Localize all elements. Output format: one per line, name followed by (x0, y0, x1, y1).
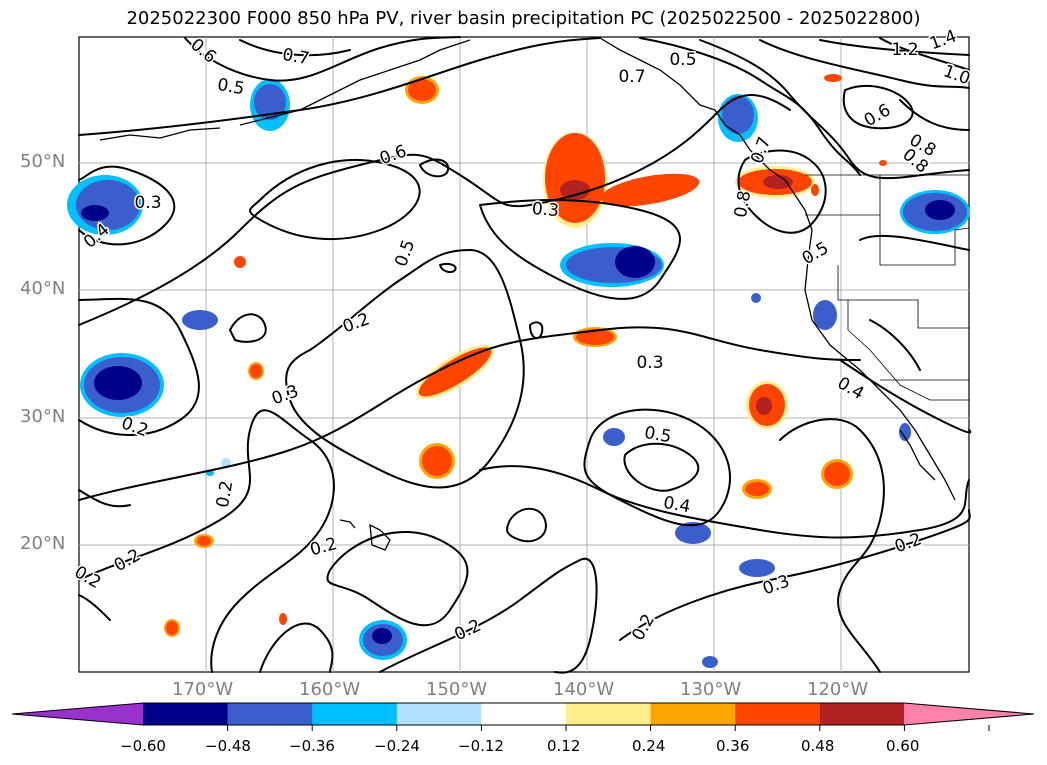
colorbar-tick-label: −0.12 (458, 737, 504, 755)
positive-anomaly-blob (543, 132, 700, 228)
colorbar-tick-label: −0.36 (289, 737, 335, 755)
colorbar-tick-label: −0.48 (205, 737, 251, 755)
positive-anomaly-blob (735, 166, 815, 198)
negative-anomaly-blob (67, 175, 143, 235)
precipitation-shading (67, 74, 970, 668)
lon-label-150w: 150°W (426, 679, 488, 700)
colorbar-segment (819, 703, 905, 725)
colorbar-tick-label: 0.36 (716, 737, 750, 755)
negative-anomaly-blob (80, 353, 164, 417)
colorbar-segment (735, 703, 821, 725)
colorbar-extend-max (904, 703, 1034, 725)
lon-label-160w: 160°W (299, 679, 361, 700)
coastlines (99, 37, 956, 551)
negative-anomaly-blob (250, 79, 290, 131)
negative-anomaly-blob (560, 243, 664, 287)
colorbar-segment (312, 703, 398, 725)
map-title: 2025022300 F000 850 hPa PV, river basin … (126, 8, 921, 29)
colorbar-tick-label: −0.60 (120, 737, 166, 755)
negative-anomaly-blob (900, 190, 970, 234)
contour-label: 0.3 (134, 193, 161, 213)
colorbar-segment (566, 703, 652, 725)
contour-label: 0.3 (531, 199, 560, 221)
lat-label-40n: 40°N (20, 278, 66, 299)
positive-anomaly-blob (746, 381, 788, 429)
positive-anomaly-blob (164, 74, 887, 637)
colorbar-segment (481, 703, 567, 725)
plot-area (78, 36, 970, 673)
colorbar-extend-min (12, 703, 143, 725)
lon-label-130w: 130°W (680, 679, 742, 700)
lat-label-30n: 30°N (20, 406, 66, 427)
contour-label: 0.5 (669, 50, 696, 70)
colorbar-segment (227, 703, 313, 725)
contour-label: 0.8 (731, 189, 755, 219)
negative-anomaly-blob (182, 293, 911, 668)
contour-label: 0.3 (636, 353, 663, 373)
negative-anomaly-blob (718, 94, 758, 142)
colorbar-tick-label: 0.60 (886, 737, 920, 755)
colorbar-segment (650, 703, 736, 725)
contour-label: 0.7 (618, 67, 645, 87)
contour-label: 0.7 (281, 45, 311, 69)
pv-contours (78, 36, 972, 674)
lat-label-50n: 50°N (20, 151, 66, 172)
positive-anomaly-blob (416, 344, 494, 400)
political-borders (805, 174, 970, 401)
colorbar-segment (396, 703, 482, 725)
colorbar-segment (143, 703, 229, 725)
contour-label: 1.2 (891, 40, 918, 60)
colorbar-tick-label: 0.48 (801, 737, 835, 755)
colorbar (11, 702, 1035, 731)
lon-label-120w: 120°W (807, 679, 869, 700)
colorbar-tick-label: −0.24 (374, 737, 420, 755)
contour-label: 0.5 (643, 423, 673, 447)
negative-anomaly-blob (359, 620, 407, 660)
lat-label-20n: 20°N (20, 533, 66, 554)
lon-label-170w: 170°W (172, 679, 234, 700)
colorbar-tick-label: 0.12 (547, 737, 581, 755)
lon-label-140w: 140°W (553, 679, 615, 700)
colorbar-tick-label: 0.24 (632, 737, 666, 755)
